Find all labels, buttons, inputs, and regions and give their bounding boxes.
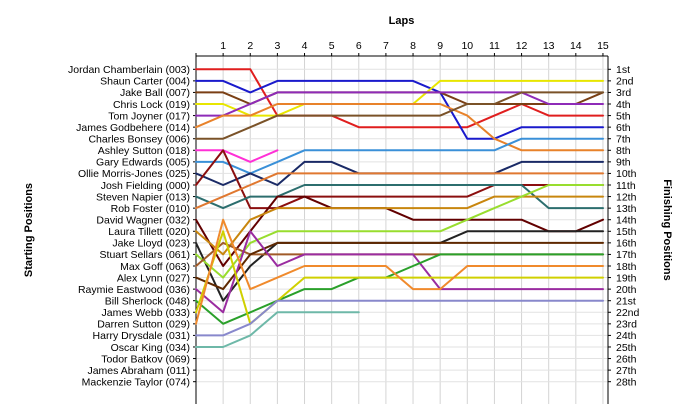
driver-label: Todor Batkov (069): [101, 353, 190, 365]
series-line: [195, 79, 604, 140]
series-line: [195, 103, 604, 152]
finishing-position-label: 5th: [616, 110, 631, 122]
series-line: [195, 149, 279, 163]
finishing-position-label: 26th: [616, 353, 637, 365]
series-line: [195, 91, 604, 140]
driver-label: Gary Edwards (005): [96, 157, 190, 169]
lap-tick-label: 7: [383, 40, 389, 52]
finishing-position-label: 13th: [616, 203, 637, 215]
series-line: [195, 149, 604, 210]
finishing-position-label: 28th: [616, 376, 637, 388]
left-axis-title: Starting Positions: [23, 183, 35, 277]
lap-tick-label: 13: [543, 40, 555, 52]
driver-label: Laura Tillett (020): [108, 226, 190, 238]
series-line: [195, 172, 604, 210]
finishing-position-label: 15th: [616, 226, 637, 238]
lap-tick-label: 2: [247, 40, 253, 52]
finishing-position-label: 10th: [616, 168, 637, 180]
driver-label: Tom Joyner (017): [108, 110, 190, 122]
series-line: [195, 91, 604, 117]
finishing-position-labels: 1st2nd3rd4th5th6th7th8th9th10th11th12th1…: [616, 64, 640, 388]
driver-label: Alex Lynn (027): [117, 272, 190, 284]
finishing-position-label: 19th: [616, 272, 637, 284]
driver-label: Jake Ball (007): [120, 87, 190, 99]
lap-tick-label: 15: [597, 40, 609, 52]
driver-label: James Godbehere (014): [76, 122, 190, 134]
series-line: [195, 184, 604, 279]
driver-label: Charles Bonsey (006): [88, 134, 190, 146]
series-line: [195, 68, 604, 129]
driver-label: Josh Fielding (000): [101, 180, 190, 192]
lap-tick-label: 5: [329, 40, 335, 52]
finishing-position-label: 9th: [616, 157, 631, 169]
finishing-position-label: 24th: [616, 330, 637, 342]
finishing-position-label: 27th: [616, 365, 637, 377]
finishing-position-label: 2nd: [616, 76, 634, 88]
finishing-position-label: 1st: [616, 64, 630, 76]
series-lines: [195, 68, 604, 348]
lap-tick-label: 8: [410, 40, 416, 52]
series-line: [195, 230, 604, 314]
driver-label: Darren Sutton (029): [97, 319, 190, 331]
driver-label: Rob Foster (010): [111, 203, 190, 215]
finishing-position-label: 11th: [616, 180, 636, 192]
driver-label: Max Goff (063): [120, 261, 190, 273]
finishing-position-label: 17th: [616, 249, 637, 261]
driver-label: Ollie Morris-Jones (025): [78, 168, 190, 180]
driver-label: Chris Lock (019): [113, 99, 190, 111]
finishing-position-label: 16th: [616, 238, 637, 250]
driver-label: David Wagner (032): [96, 215, 190, 227]
finishing-position-label: 7th: [616, 134, 631, 146]
finishing-position-label: 20th: [616, 284, 637, 296]
series-line: [195, 218, 604, 325]
finishing-position-label: 14th: [616, 215, 637, 227]
series-line: [195, 195, 604, 256]
driver-label: Oscar King (034): [111, 342, 190, 354]
driver-label: Harry Drysdale (031): [93, 330, 190, 342]
lap-tick-label: 6: [356, 40, 362, 52]
chart-title: Laps: [389, 15, 415, 27]
lap-tick-label: 14: [570, 40, 582, 52]
lap-tick-label: 11: [489, 40, 500, 52]
lap-tick-label: 3: [274, 40, 280, 52]
right-axis-title: Finishing Positions: [661, 179, 673, 280]
driver-label: Shaun Carter (004): [100, 76, 190, 88]
finishing-position-label: 3rd: [616, 87, 631, 99]
driver-labels: Jordan Chamberlain (003)Shaun Carter (00…: [68, 64, 190, 388]
finishing-position-label: 22nd: [616, 307, 640, 319]
driver-label: Raymie Eastwood (036): [78, 284, 190, 296]
driver-label: Stuart Sellars (061): [100, 249, 190, 261]
driver-label: Steven Napier (013): [96, 191, 190, 203]
driver-label: Bill Sherlock (048): [105, 296, 190, 308]
lap-tick-labels: 1 2 3 4 5 6 7 8 9 10 11 12 13 14 15: [220, 40, 609, 52]
lap-tick-label: 12: [516, 40, 528, 52]
finishing-position-label: 8th: [616, 145, 631, 157]
finishing-position-label: 4th: [616, 99, 631, 111]
driver-label: Ashley Sutton (018): [98, 145, 190, 157]
finishing-position-label: 18th: [616, 261, 637, 273]
driver-label: James Webb (033): [101, 307, 190, 319]
lap-tick-label: 4: [302, 40, 308, 52]
lap-tick-label: 9: [437, 40, 443, 52]
series-line: [195, 299, 604, 337]
series-line: [195, 253, 604, 325]
finishing-position-label: 23rd: [616, 319, 637, 331]
driver-label: Jordan Chamberlain (003): [68, 64, 190, 76]
lap-tick-label: 1: [220, 40, 226, 52]
series-line: [195, 137, 604, 175]
finishing-position-label: 25th: [616, 342, 637, 354]
finishing-position-label: 12th: [616, 191, 637, 203]
finishing-position-label: 21st: [616, 296, 636, 308]
driver-label: Jake Lloyd (023): [112, 238, 190, 250]
series-line: [195, 311, 360, 348]
driver-label: James Abraham (011): [87, 365, 190, 377]
finishing-position-label: 6th: [616, 122, 631, 134]
lap-tick-label: 10: [461, 40, 473, 52]
driver-label: Mackenzie Taylor (074): [82, 376, 190, 388]
